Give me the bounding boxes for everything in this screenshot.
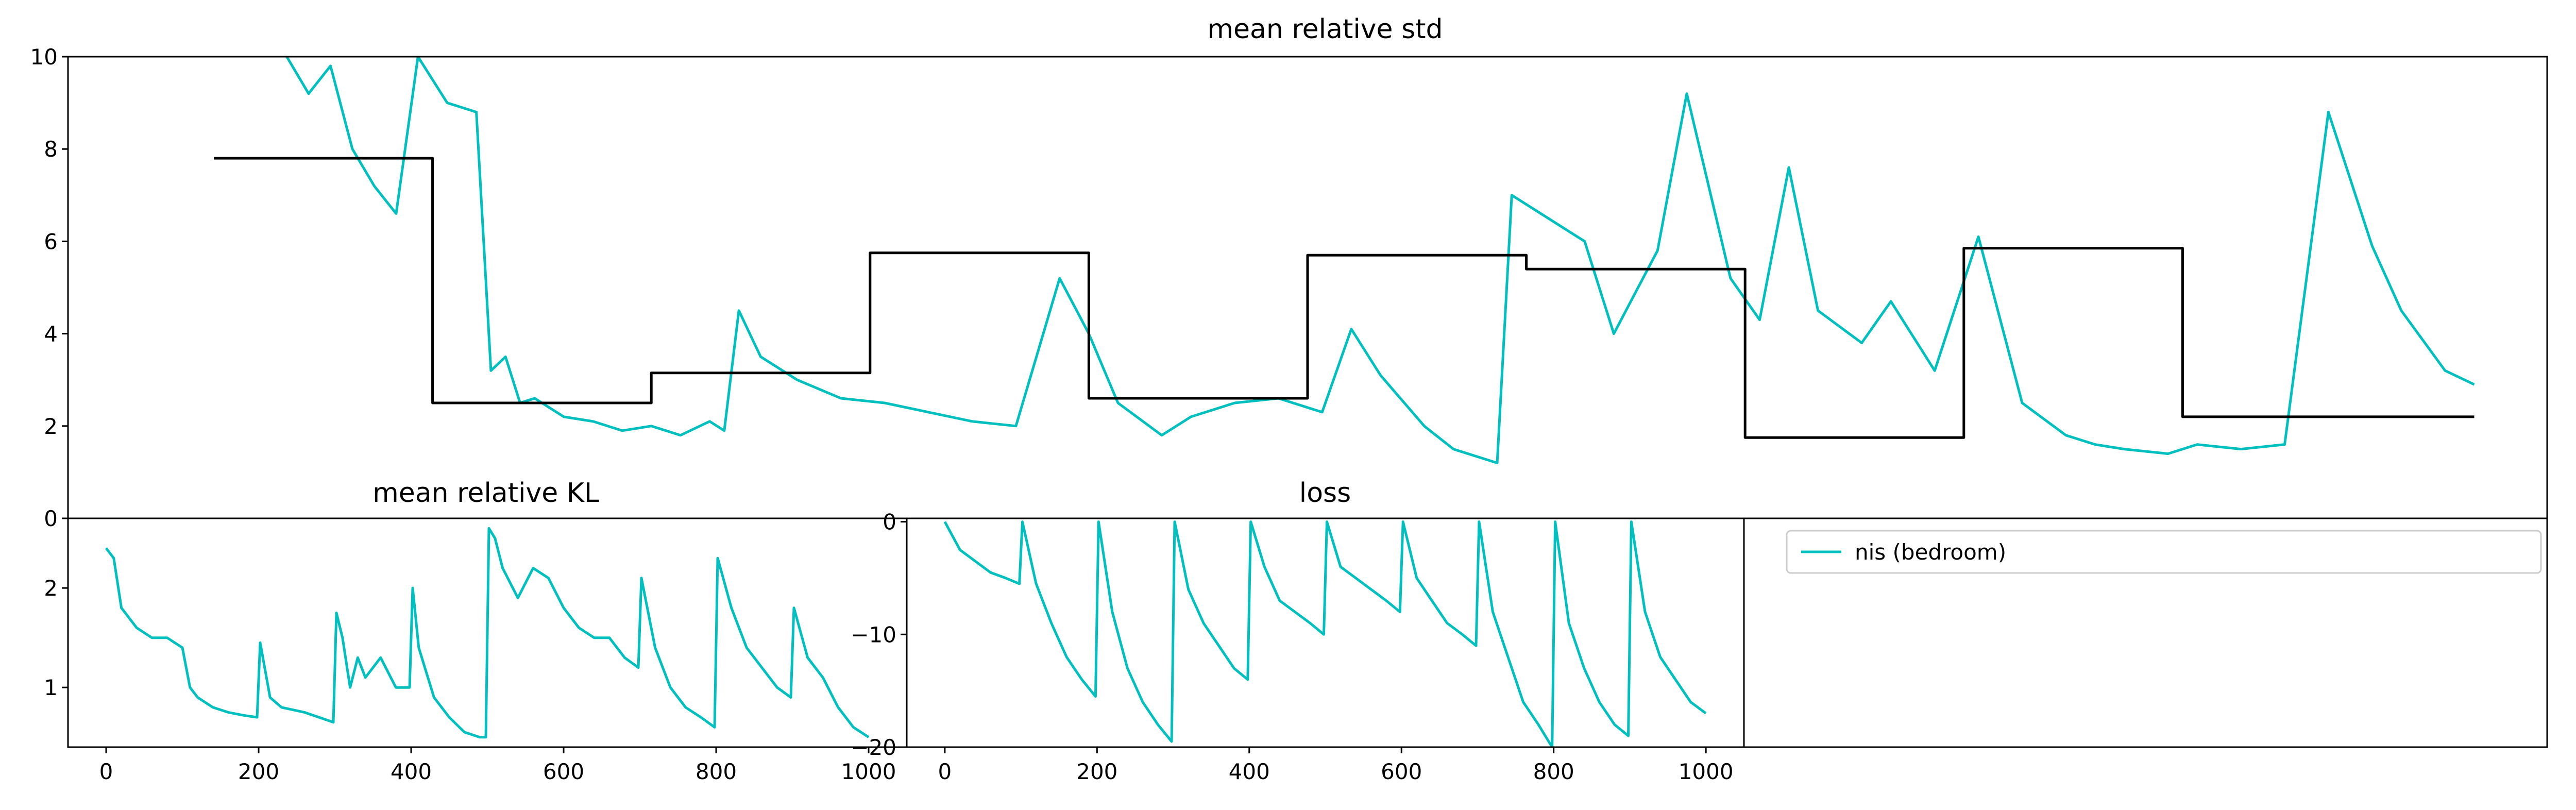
x-tick-label: 0 [938,759,952,784]
chart-title: loss [1299,478,1351,509]
x-tick-label: 400 [391,759,432,784]
series-line-nis-bedroom [943,520,1707,747]
y-tick-label: 10 [30,44,58,70]
panel-mean-relative-kl: mean relative KL 1 2 0 200 400 600 800 1000 [44,478,908,784]
y-tick-label: −20 [851,735,896,760]
series-line-nis-bedroom [105,527,870,739]
x-tick-label: 800 [1533,759,1574,784]
chart-title: mean relative std [1207,14,1443,45]
x-tick-label: 600 [1381,759,1422,784]
x-tick-label: 600 [543,759,584,784]
y-tick-label: 8 [44,137,58,162]
y-tick-label: 6 [44,229,58,254]
y-tick-label: 4 [44,322,58,347]
y-tick-label: 0 [883,510,896,535]
y-tick-label: 2 [44,414,58,439]
y-tick-label: −10 [851,622,896,647]
x-tick-label: 0 [99,759,113,784]
y-tick-label: 0 [44,506,58,531]
x-tick-label: 200 [1076,759,1117,784]
panel-loss: loss 0 −10 −20 0 200 400 600 800 1000 [851,478,1745,784]
legend-box [1786,530,2542,574]
x-tick-label: 800 [696,759,737,784]
legend-panel: nis (bedroom) [1743,517,2548,748]
legend-label: nis (bedroom) [1855,539,2006,565]
x-tick-label: 400 [1229,759,1270,784]
chart-title: mean relative KL [372,478,599,509]
y-tick-label: 1 [44,675,58,700]
legend-panel-frame [1743,517,2548,748]
y-tick-label: 2 [44,576,58,601]
x-tick-label: 200 [238,759,279,784]
series-line-reference [214,157,2475,439]
panel-mean-relative-std: mean relative std 0 2 4 6 8 10 [30,14,2548,531]
x-tick-label: 1000 [1679,759,1734,784]
x-tick-label: 1000 [841,759,896,784]
